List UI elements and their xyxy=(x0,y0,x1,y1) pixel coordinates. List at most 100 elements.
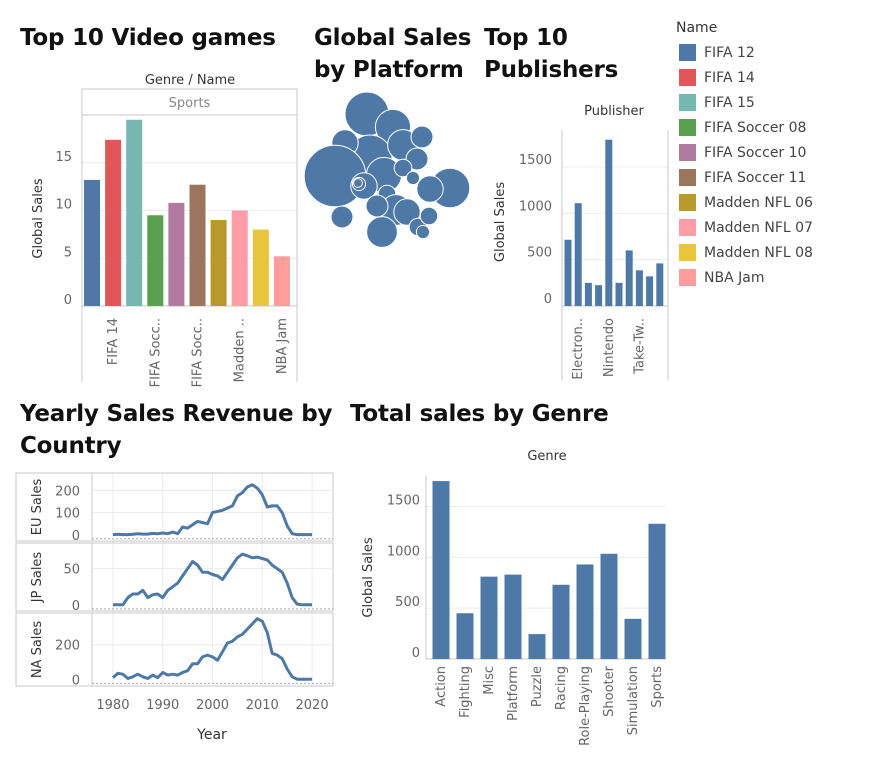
legend-label: NBA Jam xyxy=(704,269,765,286)
x-tick-label: 2020 xyxy=(296,698,329,713)
x-tick-label: Take-Tw.. xyxy=(632,318,647,375)
legend-item: FIFA Soccer 08 xyxy=(676,115,876,140)
legend-label: FIFA Soccer 10 xyxy=(704,144,807,161)
legend-label: FIFA 12 xyxy=(704,44,755,61)
bubble xyxy=(365,194,389,218)
x-axis-label: Year xyxy=(196,727,227,743)
bar xyxy=(456,613,474,659)
x-tick-label: Sports xyxy=(650,666,665,708)
legend-label: Madden NFL 07 xyxy=(704,219,813,236)
yearly-title: Yearly Sales Revenue by Country xyxy=(20,401,333,459)
bar xyxy=(595,285,603,306)
legend-item: FIFA Soccer 11 xyxy=(676,165,876,190)
y-tick-label: 0 xyxy=(544,292,552,307)
y-tick-label: 1000 xyxy=(519,199,552,214)
bar xyxy=(105,139,122,306)
genre-bar-chart: Genre 0 500 1000 1500 Global Sales Action Fight… xyxy=(361,449,666,746)
bar xyxy=(564,239,572,306)
legend-label: FIFA Soccer 11 xyxy=(704,169,807,186)
x-tick-label: FIFA 14 xyxy=(106,318,121,365)
x-tick-label: Simulation xyxy=(626,666,641,735)
x-tick-label: Action xyxy=(434,666,449,707)
bubble xyxy=(410,125,434,149)
yearly-line-charts: 0 100 200 EU Sales 0 50 JP Sales 0 200 NA Sales 19… xyxy=(15,472,334,743)
y-tick-label: 10 xyxy=(55,198,72,213)
bar xyxy=(600,553,618,659)
y-axis-label: Global Sales xyxy=(31,178,46,258)
bar xyxy=(615,282,623,306)
y-tick-label: 100 xyxy=(55,507,80,522)
y-tick-label: 15 xyxy=(55,150,72,165)
bar xyxy=(168,202,185,306)
bar xyxy=(528,634,546,659)
legend-item: FIFA 12 xyxy=(676,40,876,65)
x-tick-label: Nintendo xyxy=(602,318,617,377)
bar xyxy=(147,215,164,306)
x-tick-label: Madden .. xyxy=(233,318,248,382)
legend-swatch xyxy=(679,244,696,261)
x-tick-label: NBA Jam xyxy=(275,318,290,374)
x-tick-label: Misc xyxy=(482,666,497,695)
bar xyxy=(648,523,666,659)
bubble xyxy=(366,216,398,248)
bar xyxy=(605,139,613,306)
panel-border xyxy=(15,542,334,612)
x-tick-label: Racing xyxy=(554,666,569,710)
y-tick-label: 5 xyxy=(64,245,72,260)
legend-swatch xyxy=(679,94,696,111)
x-tick-label: 1990 xyxy=(146,698,179,713)
y-axis-label: Global Sales xyxy=(361,537,376,617)
y-tick-label: 0 xyxy=(64,293,72,308)
bubble xyxy=(405,170,421,186)
y-tick-label: 500 xyxy=(395,595,420,610)
y-tick-label: 500 xyxy=(527,246,552,261)
bubble xyxy=(415,224,431,240)
legend-label: FIFA 14 xyxy=(704,69,755,86)
bubble xyxy=(416,175,444,203)
legend-swatch xyxy=(679,144,696,161)
x-tick-label: FIFA Socc.. xyxy=(191,318,206,387)
x-tick-label: Fighting xyxy=(458,666,473,718)
x-tick-label: Platform xyxy=(506,666,521,721)
legend: Name FIFA 12 FIFA 14 FIFA 15 FIFA Soccer 08… xyxy=(676,20,876,290)
facet-label: Sports xyxy=(169,96,211,111)
bar xyxy=(210,220,227,306)
y-tick-label: 0 xyxy=(72,599,80,614)
header-label: Genre xyxy=(527,449,566,464)
bar xyxy=(231,210,248,306)
bubble xyxy=(393,198,421,226)
legend-item: FIFA 14 xyxy=(676,65,876,90)
y-tick-label: 50 xyxy=(63,563,80,578)
legend-item: FIFA 15 xyxy=(676,90,876,115)
bubble xyxy=(330,205,354,229)
legend-title: Name xyxy=(676,20,718,36)
bar xyxy=(656,263,664,306)
series-label: JP Sales xyxy=(30,552,45,604)
x-tick-label: Electron.. xyxy=(571,318,586,380)
x-tick-label: Role-Playing xyxy=(578,666,593,746)
bar xyxy=(504,574,522,659)
publishers-title: Top 10 Publishers xyxy=(484,25,619,83)
y-tick-label: 200 xyxy=(55,639,80,654)
x-tick-label: 2010 xyxy=(246,698,279,713)
platform-bubble-chart xyxy=(303,91,471,248)
series-label: NA Sales xyxy=(30,621,45,679)
bubble xyxy=(353,178,363,188)
legend-item: NBA Jam xyxy=(676,265,876,290)
series-line xyxy=(112,552,313,607)
bar xyxy=(480,576,498,659)
x-tick-label: Puzzle xyxy=(530,666,545,707)
bar xyxy=(624,618,642,659)
bar xyxy=(574,203,582,306)
bar xyxy=(252,229,269,306)
top-games-bar-chart: Genre / Name Sports 0 5 10 15 Global Sales FIFA… xyxy=(31,73,298,387)
series-label: EU Sales xyxy=(30,479,45,536)
legend-swatch xyxy=(679,219,696,236)
y-tick-label: 1000 xyxy=(387,544,420,559)
x-tick-label: 2000 xyxy=(196,698,229,713)
header-label: Genre / Name xyxy=(145,73,235,88)
x-tick-label: Shooter xyxy=(602,665,617,716)
y-tick-label: 200 xyxy=(55,484,80,499)
legend-swatch xyxy=(679,194,696,211)
panel-border xyxy=(15,612,334,687)
